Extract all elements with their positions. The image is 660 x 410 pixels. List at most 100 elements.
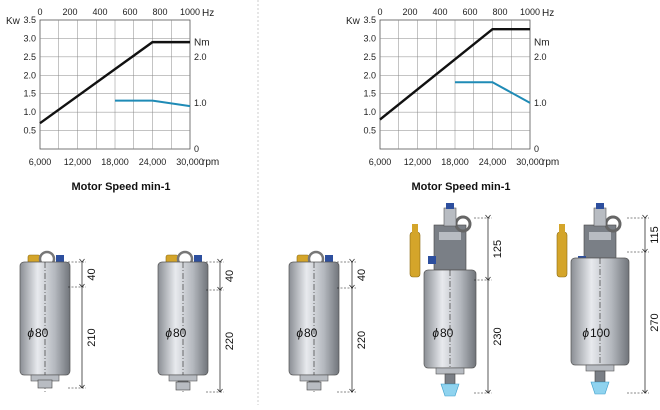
kw-tick-label: 3.5: [23, 15, 36, 25]
charts: 3.5 3.0 2.5 2.0 1.5 1.0 0.5 Kw 2.0 1.0 0 Nm 0 200 400 6…: [6, 7, 559, 193]
dimension-arrow: [349, 388, 355, 393]
blue-port: [428, 256, 436, 264]
diameter-label: ϕ 80: [27, 326, 48, 340]
dimension-arrow: [349, 258, 355, 263]
nm-tick-label: 1.0: [534, 98, 547, 108]
blue-port: [194, 255, 202, 263]
lower-collar: [299, 374, 329, 382]
rpm-tick-label: 18,000: [101, 157, 129, 167]
brass-nozzle: [559, 224, 565, 234]
spindle-motor-4: ϕ 80 125 230: [409, 203, 504, 397]
diameter-value: 80: [35, 326, 49, 340]
dimension-lower: 230: [492, 327, 504, 345]
diameter-value: 100: [590, 326, 610, 340]
dimension-upper: 115: [649, 226, 660, 244]
kw-tick-label: 1.5: [23, 89, 36, 99]
rpm-tick-label: 6,000: [369, 157, 392, 167]
nm-tick-label: 2.0: [194, 52, 207, 62]
rpm-tick-label: 6,000: [29, 157, 52, 167]
nm-tick-label: 0: [534, 144, 539, 154]
spindle-motor-3: ϕ 80 40 220: [288, 250, 368, 394]
top-fitting: [443, 207, 457, 227]
diameter-label: ϕ 80: [296, 326, 317, 340]
dimension-lower: 220: [356, 331, 368, 349]
diameter-symbol: ϕ: [296, 326, 303, 340]
kw-tick-label: 2.0: [23, 70, 36, 80]
torque-series-line: [455, 81, 531, 104]
nm-unit-label: Nm: [194, 37, 210, 48]
rpm-unit-label: rpm: [542, 157, 559, 168]
power-series-line: [39, 40, 190, 125]
torque-series-line: [115, 99, 191, 108]
dimension-arrow: [642, 248, 648, 253]
dimension-arrow: [642, 214, 648, 219]
collet-nut: [37, 379, 53, 389]
hz-tick-label: 400: [92, 7, 107, 17]
kw-tick-label: 1.0: [23, 107, 36, 117]
hz-tick-label: 600: [122, 7, 137, 17]
kw-tick-label: 2.0: [363, 70, 376, 80]
dimension-arrow: [79, 283, 85, 288]
blue-cap: [596, 203, 604, 209]
rpm-tick-label: 24,000: [479, 157, 507, 167]
hz-tick-label: 0: [377, 7, 382, 17]
dimension-arrow: [349, 284, 355, 289]
kw-tick-label: 1.5: [363, 89, 376, 99]
coolant-spray-nozzle: [590, 381, 610, 395]
rpm-tick-label: 30,000: [516, 157, 544, 167]
lower-collar: [168, 374, 198, 382]
nm-tick-label: 2.0: [534, 52, 547, 62]
dimension-upper: 125: [492, 240, 504, 258]
housing-band: [589, 232, 611, 240]
kw-tick-label: 3.0: [23, 33, 36, 43]
top-fitting: [593, 207, 607, 227]
kw-tick-label: 2.5: [363, 52, 376, 62]
kw-unit-label: Kw: [346, 16, 361, 27]
hz-tick-label: 1000: [520, 7, 540, 17]
dimension-upper: 40: [86, 268, 98, 280]
kw-tick-label: 1.0: [363, 107, 376, 117]
nm-unit-label: Nm: [534, 37, 550, 48]
hz-tick-label: 1000: [180, 7, 200, 17]
dimension-upper: 40: [224, 270, 236, 282]
diameter-value: 80: [304, 326, 318, 340]
blue-port: [56, 255, 64, 263]
chart-2: 3.5 3.0 2.5 2.0 1.5 1.0 0.5 Kw 2.0 1.0 0 Nm 0 200 400 6…: [346, 7, 559, 193]
diameter-label: ϕ 80: [165, 326, 186, 340]
rpm-tick-label: 18,000: [441, 157, 469, 167]
hz-unit-label: Hz: [202, 8, 214, 19]
dimension-arrow: [217, 258, 223, 263]
kw-unit-label: Kw: [6, 16, 21, 27]
brass-coolant-fitting: [409, 231, 421, 278]
hz-tick-label: 400: [432, 7, 447, 17]
rpm-tick-label: 24,000: [139, 157, 167, 167]
diameter-symbol: ϕ: [27, 326, 34, 340]
dimension-upper: 40: [356, 269, 368, 281]
dimension-arrow: [217, 286, 223, 291]
diameter-value: 80: [440, 326, 454, 340]
dimension-arrow: [485, 276, 491, 281]
coolant-spray-nozzle: [440, 383, 460, 397]
chart-title: Motor Speed min-1: [71, 181, 170, 193]
dimension-arrow: [217, 388, 223, 393]
brass-coolant-fitting: [556, 231, 568, 278]
kw-tick-label: 3.0: [363, 33, 376, 43]
chart-1: 3.5 3.0 2.5 2.0 1.5 1.0 0.5 Kw 2.0 1.0 0 Nm 0 200 400 6…: [6, 7, 219, 193]
spindle-motor-1: ϕ 80 40 210: [19, 250, 98, 392]
hz-tick-label: 800: [152, 7, 167, 17]
dimension-arrow: [642, 389, 648, 394]
diameter-value: 80: [173, 326, 187, 340]
spindle-motor-2: ϕ 80 40 220: [157, 250, 236, 394]
lower-collar: [585, 364, 615, 372]
blue-cap: [446, 203, 454, 209]
hz-tick-label: 0: [37, 7, 42, 17]
dimension-arrow: [485, 214, 491, 219]
spindle-nose: [594, 370, 606, 383]
rpm-tick-label: 12,000: [404, 157, 432, 167]
chart-title: Motor Speed min-1: [411, 181, 510, 193]
power-series-line: [379, 28, 530, 121]
kw-tick-label: 2.5: [23, 52, 36, 62]
diameter-symbol: ϕ: [582, 326, 589, 340]
